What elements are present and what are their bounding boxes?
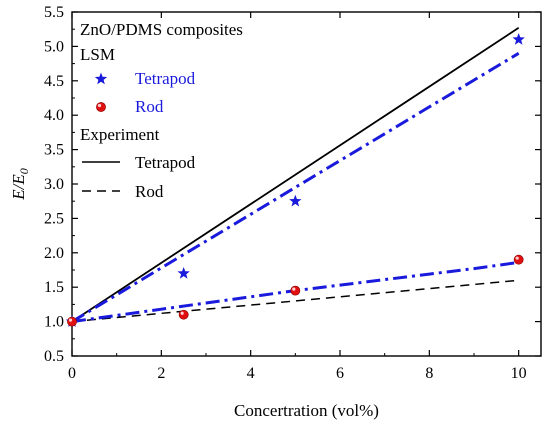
y-tick-label: 3.0 xyxy=(44,176,64,193)
y-tick-label: 2.5 xyxy=(44,210,64,227)
legend-star-shape xyxy=(94,72,108,85)
axis-tick-labels: 0 2 4 6 8 10 0.5 1.0 1.5 2.0 2.5 3.0 3.5 4.0 4.5 5.0 5.5 xyxy=(44,4,527,382)
y-tick-label: 4.5 xyxy=(44,73,64,90)
y-tick-label: 4.0 xyxy=(44,107,64,124)
axis-ticks xyxy=(71,11,541,357)
legend-rod-lsm-label: Rod xyxy=(135,97,164,116)
y-axis-label-subscript: 0 xyxy=(17,168,31,174)
legend-lsm-heading: LSM xyxy=(80,45,115,64)
legend-tetrapod-lsm-label: Tetrapod xyxy=(135,69,196,88)
series-line-solid-2 xyxy=(71,27,520,323)
legend: ZnO/PDMS composites LSM Tetrapod Rod Exp… xyxy=(80,20,243,201)
legend-rod-circle-marker xyxy=(96,102,106,112)
y-tick-label: 3.5 xyxy=(44,142,64,159)
legend-title: ZnO/PDMS composites xyxy=(80,20,243,39)
x-tick-label: 4 xyxy=(247,365,255,382)
tetrapod-star-point xyxy=(512,33,525,45)
rod-circle-highlight xyxy=(515,256,519,260)
legend-experiment-heading: Experiment xyxy=(80,125,160,144)
y-tick-label: 5.5 xyxy=(44,4,64,21)
tetrapod-star-point xyxy=(289,194,302,207)
y-tick-label: 5.0 xyxy=(44,38,64,55)
x-tick-label: 2 xyxy=(157,365,165,382)
rod-circle-point xyxy=(290,285,301,296)
y-tick-label: 2.0 xyxy=(44,245,64,262)
rod-circle-highlight xyxy=(68,318,73,322)
legend-tetrapod-exp-label: Tetrapod xyxy=(135,153,196,172)
y-tick-label: 1.5 xyxy=(44,279,64,296)
rod-circle-point xyxy=(178,309,189,320)
x-tick-label: 8 xyxy=(425,365,433,382)
rod-circle-highlight xyxy=(292,287,296,291)
legend-circle-highlight xyxy=(97,103,102,108)
svg-text:E/E0: E/E0 xyxy=(9,168,31,201)
y-tick-label: 1.0 xyxy=(44,314,64,331)
y-axis-label-main: E/E xyxy=(9,174,28,201)
x-tick-label: 6 xyxy=(336,365,344,382)
series-markers xyxy=(65,33,525,327)
rod-circle-highlight xyxy=(180,311,184,315)
rod-circle-point xyxy=(513,254,524,265)
x-tick-label: 10 xyxy=(511,365,527,382)
y-tick-label: 0.5 xyxy=(44,348,64,365)
legend-tetrapod-star-marker xyxy=(94,72,108,85)
x-tick-label: 0 xyxy=(68,365,76,382)
rod-circle-point xyxy=(67,316,77,327)
y-axis-label: E/E0 xyxy=(9,168,31,201)
legend-circle-shape xyxy=(96,102,106,112)
tetrapod-star-point xyxy=(177,266,190,279)
legend-rod-exp-label: Rod xyxy=(135,182,164,201)
x-axis-label: Concertration (vol%) xyxy=(234,401,379,420)
series-line-dashdot-4 xyxy=(71,52,520,323)
